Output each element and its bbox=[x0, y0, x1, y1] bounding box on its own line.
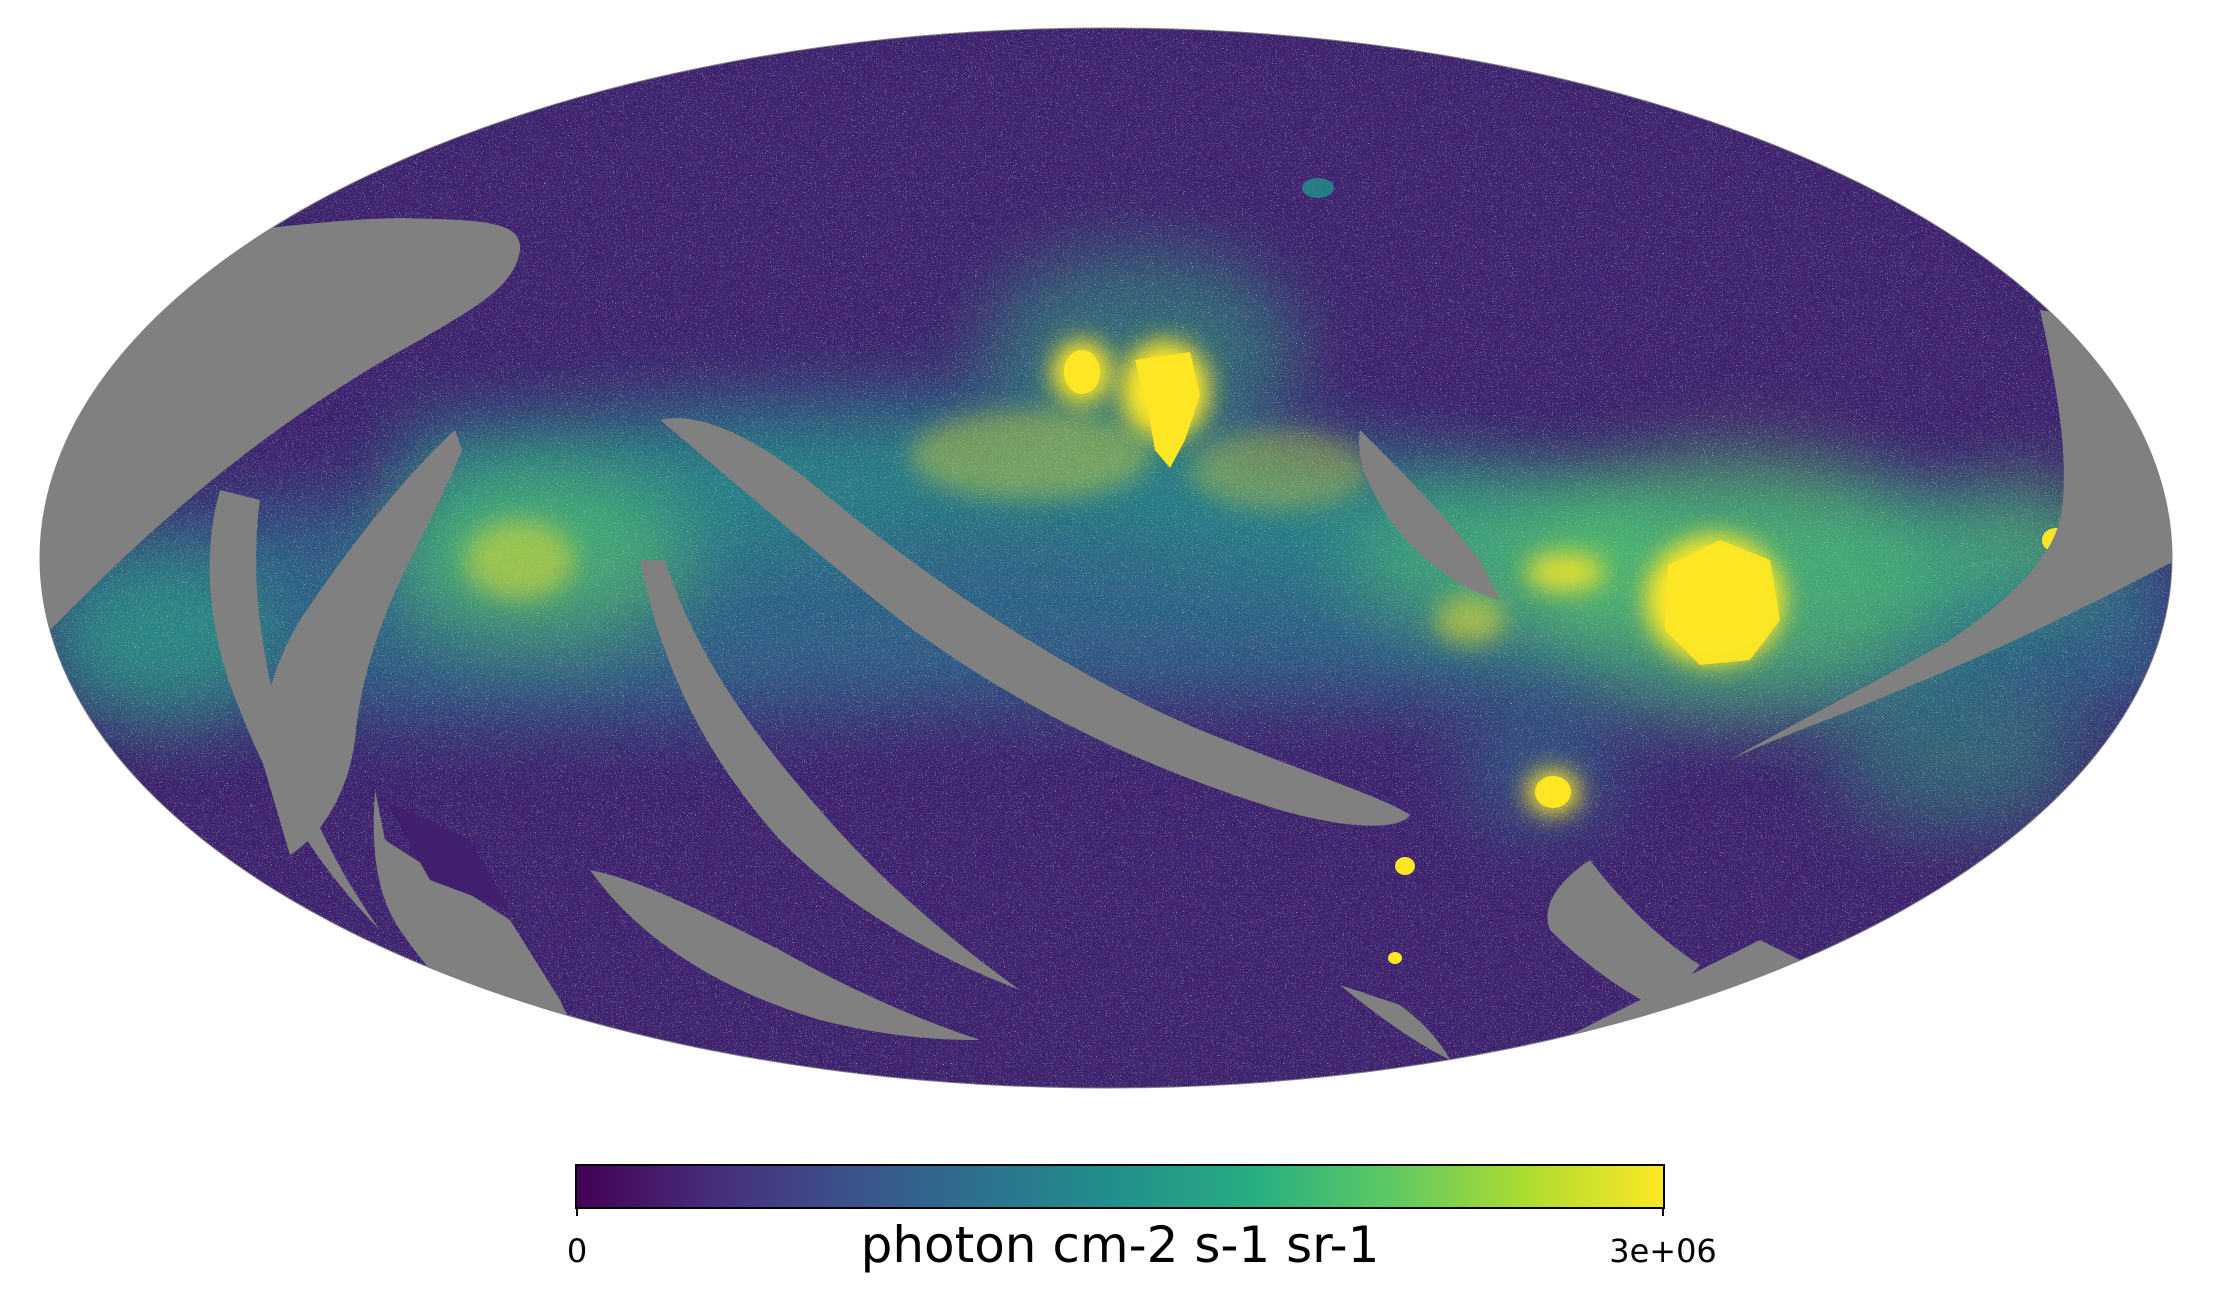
colorbar-min-label: 0 bbox=[567, 1232, 587, 1270]
mask-lower-left-diamond bbox=[385, 800, 510, 910]
mask-left-lower-sweep bbox=[209, 490, 380, 930]
map-outline bbox=[39, 27, 2173, 1089]
bright-compact-source-lower-center bbox=[1527, 770, 1579, 814]
sky-map bbox=[39, 27, 2173, 1089]
bright-blob-upper-center bbox=[1120, 340, 1210, 468]
mask-lower-center-strip bbox=[1340, 985, 1450, 1060]
bright-blob-upper-left bbox=[1052, 340, 1112, 404]
mask-left-sweep bbox=[261, 430, 462, 855]
mask-center-wedge bbox=[1359, 430, 1500, 600]
mask-mid-arc bbox=[640, 560, 1020, 990]
colorbar: 0 photon cm-2 s-1 sr-1 3e+06 bbox=[567, 1164, 1717, 1274]
mask-big-arc bbox=[660, 418, 1410, 826]
colorbar-max-label: 3e+06 bbox=[1609, 1232, 1717, 1270]
bright-sources bbox=[465, 178, 2070, 964]
colorbar-unit-label: photon cm-2 s-1 sr-1 bbox=[861, 1216, 1380, 1274]
mask-right-upper bbox=[1730, 310, 2172, 760]
mask-right-lower bbox=[1547, 860, 1700, 1010]
colorbar-bar bbox=[575, 1164, 1665, 1209]
mask-lower-arc bbox=[590, 870, 980, 1040]
mask-upper-left bbox=[40, 218, 521, 640]
